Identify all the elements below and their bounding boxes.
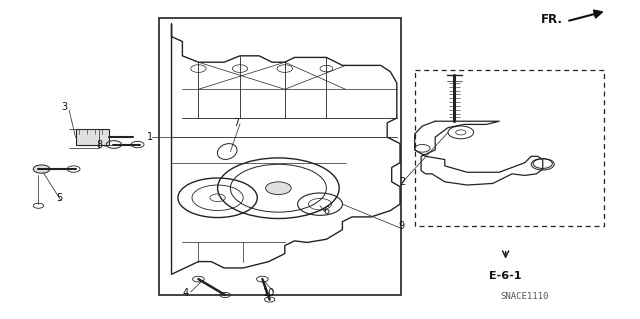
Text: E-6-1: E-6-1 xyxy=(490,271,522,281)
Bar xyxy=(159,18,401,295)
Circle shape xyxy=(266,182,291,195)
Text: 7: 7 xyxy=(234,118,240,128)
Text: 3: 3 xyxy=(61,102,67,112)
Text: 4: 4 xyxy=(182,288,189,299)
Text: 1: 1 xyxy=(147,132,154,142)
Text: 9: 9 xyxy=(399,221,405,232)
Text: 5: 5 xyxy=(56,193,63,203)
Text: SNACE1110: SNACE1110 xyxy=(500,292,549,301)
Circle shape xyxy=(33,165,50,173)
Text: 6: 6 xyxy=(323,205,330,216)
Text: FR.: FR. xyxy=(541,13,563,26)
Bar xyxy=(76,129,109,145)
Text: 10: 10 xyxy=(262,288,275,299)
Text: 2: 2 xyxy=(399,177,405,187)
Bar xyxy=(415,70,604,226)
Text: 8: 8 xyxy=(96,140,102,150)
